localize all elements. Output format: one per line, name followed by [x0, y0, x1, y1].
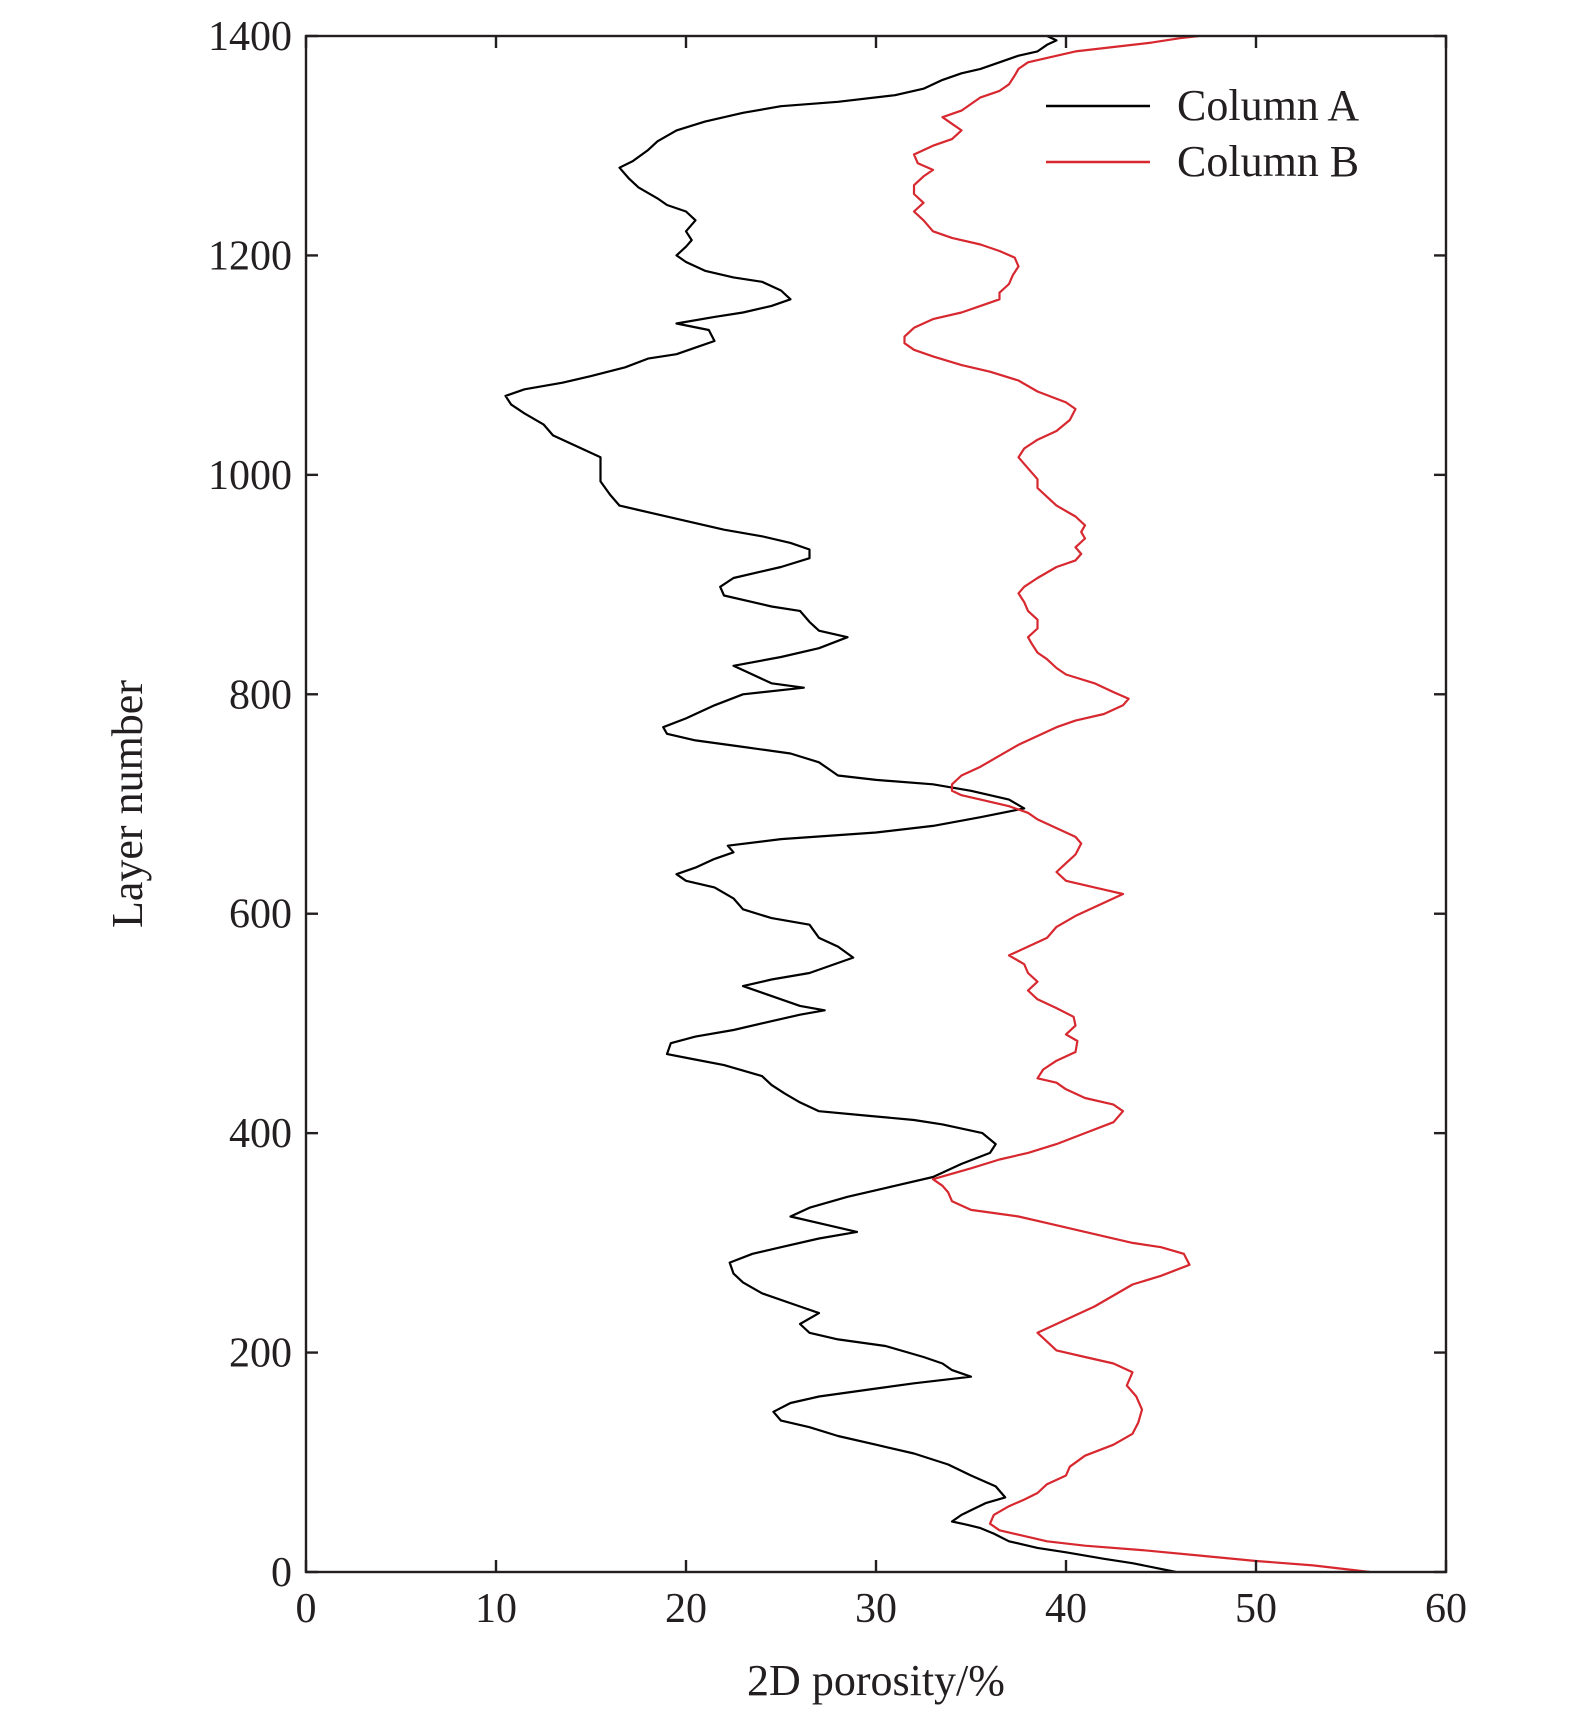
- x-tick-label: 40: [1045, 1586, 1087, 1632]
- plot-frame: [304, 34, 1448, 1574]
- series-layer: [504, 34, 1371, 1574]
- series-line-column-b: [903, 34, 1371, 1574]
- x-tick-label: 30: [855, 1586, 897, 1632]
- x-tick-label: 60: [1425, 1586, 1467, 1632]
- x-tick-label: 0: [296, 1586, 317, 1632]
- y-tick-label: 600: [229, 892, 292, 938]
- x-tick-label: 10: [475, 1586, 517, 1632]
- y-tick-label: 1400: [208, 14, 292, 60]
- legend-label-column-a: Column A: [1177, 81, 1359, 130]
- y-tick-label: 1000: [208, 453, 292, 499]
- legend: Column A Column B: [1046, 81, 1359, 186]
- y-tick-label: 1200: [208, 233, 292, 279]
- x-axis-title: 2D porosity/%: [747, 1656, 1005, 1705]
- y-tick-label: 0: [271, 1550, 292, 1596]
- y-axis-title: Layer number: [103, 680, 152, 928]
- x-tick-label: 50: [1235, 1586, 1277, 1632]
- legend-label-column-b: Column B: [1177, 137, 1359, 186]
- y-tick-label: 800: [229, 672, 292, 718]
- x-tick-label: 20: [665, 1586, 707, 1632]
- series-line-column-a: [504, 35, 1177, 1574]
- y-tick-label: 200: [229, 1331, 292, 1377]
- ticks-layer: [304, 34, 1448, 1574]
- y-tick-label: 400: [229, 1111, 292, 1157]
